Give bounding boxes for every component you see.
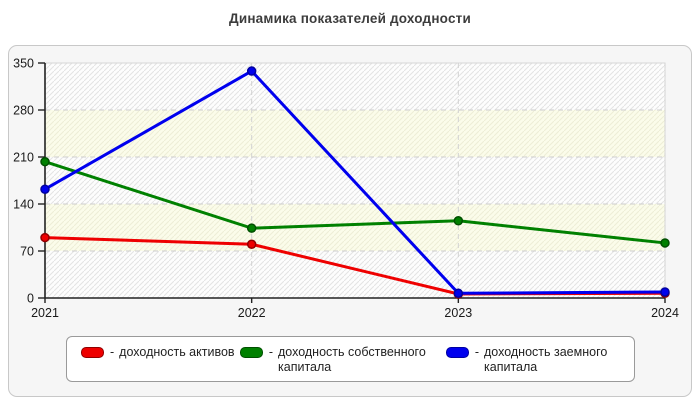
legend-label-equity: доходность собственного капитала — [278, 345, 426, 374]
legend-item-borrowed: - доходность заемного капитала — [445, 345, 634, 375]
data-point — [40, 232, 50, 243]
data-point — [453, 288, 464, 299]
y-tick-label: 70 — [20, 245, 34, 259]
plot-band — [45, 110, 665, 157]
y-tick-label: 140 — [13, 198, 34, 212]
legend-dash: - — [268, 345, 273, 359]
legend-swatch-red — [81, 347, 104, 358]
plot-band — [45, 251, 665, 298]
y-tick-label: 280 — [13, 104, 34, 118]
series-line-1 — [44, 160, 666, 245]
legend-label-assets: доходность активов — [119, 345, 235, 359]
legend-item-equity: - доходность собственного капитала — [239, 345, 446, 375]
legend-dash: - — [474, 345, 479, 359]
x-tick-label: 2024 — [651, 306, 679, 320]
x-tick-label: 2023 — [444, 306, 472, 320]
data-point — [246, 223, 257, 233]
data-point — [40, 184, 50, 194]
y-tick-label: 210 — [13, 151, 34, 165]
x-tick-label: 2021 — [31, 306, 59, 320]
legend-dash: - — [110, 345, 115, 359]
chart-title: Динамика показателей доходности — [229, 11, 471, 26]
data-point — [246, 66, 257, 76]
legend-label-borrowed: доходность заемного капитала — [484, 345, 608, 374]
chart-legend: - доходность активов - доходность собств… — [66, 336, 635, 382]
series-line-2 — [44, 69, 666, 295]
plot-band — [45, 63, 665, 110]
plot-band — [45, 204, 665, 251]
y-tick-label: 0 — [27, 292, 34, 306]
data-point — [660, 238, 670, 248]
data-point — [40, 156, 50, 167]
legend-swatch-blue — [445, 347, 469, 358]
y-tick-label: 350 — [13, 57, 34, 71]
data-point — [246, 239, 257, 250]
profitability-line-chart: 0 70 140 210 280 350 2021 2022 2023 2024 — [13, 57, 679, 321]
data-point — [453, 216, 464, 226]
legend-swatch-green — [239, 347, 263, 358]
legend-item-assets: - доходность активов — [81, 345, 240, 360]
x-tick-label: 2022 — [238, 306, 266, 320]
data-point — [660, 287, 670, 297]
chart-panel: 0 70 140 210 280 350 2021 2022 2023 2024 - доходн… — [8, 45, 692, 397]
